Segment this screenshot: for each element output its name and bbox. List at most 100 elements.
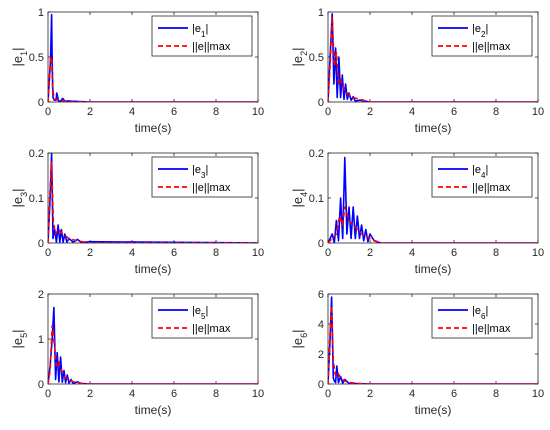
- series-line-error: [328, 13, 538, 102]
- y-tick-label: 0: [318, 379, 324, 391]
- x-tick-label: 8: [213, 106, 219, 118]
- chart-panel-4: 0 2 4 6 8 10 0 0.1 0.2 time(s) |e4| |e4| ||e||max: [290, 148, 544, 276]
- legend-box: [431, 297, 533, 339]
- legend-label: |e1|: [192, 23, 208, 39]
- x-tick-label: 6: [451, 388, 457, 400]
- x-tick-label: 4: [129, 247, 135, 259]
- legend-label: |e2|: [472, 23, 488, 39]
- series-line-error: [48, 13, 258, 102]
- y-tick-label: 0: [38, 97, 44, 109]
- x-tick-label: 8: [213, 247, 219, 259]
- y-tick-label: 0.2: [29, 148, 44, 160]
- x-axis-label: time(s): [135, 262, 172, 276]
- y-axis-label: |e5|: [10, 329, 29, 348]
- x-tick-label: 6: [171, 106, 177, 118]
- legend-label: |e3|: [192, 164, 208, 180]
- y-tick-label: 1: [38, 334, 44, 346]
- x-tick-label: 4: [129, 106, 135, 118]
- y-axis-label: |e1|: [10, 47, 29, 66]
- y-tick-label: 0: [318, 238, 324, 250]
- x-tick-label: 6: [451, 247, 457, 259]
- series-line-max: [48, 56, 258, 102]
- x-tick-label: 4: [129, 388, 135, 400]
- x-tick-label: 4: [409, 388, 415, 400]
- x-tick-label: 0: [45, 247, 51, 259]
- x-axis-label: time(s): [415, 121, 452, 135]
- y-axis-label: |e3|: [10, 188, 29, 207]
- x-tick-label: 10: [252, 388, 264, 400]
- y-axis-label: |e2|: [290, 47, 309, 66]
- y-tick-label: 0.5: [29, 52, 44, 64]
- legend-label: ||e||max: [192, 182, 231, 194]
- legend-box: [151, 156, 253, 198]
- legend-box: [431, 15, 533, 57]
- y-tick-label: 0: [318, 97, 324, 109]
- series-line-error: [48, 306, 258, 384]
- legend-label: ||e||max: [472, 323, 511, 335]
- y-axis-label: |e6|: [290, 329, 309, 348]
- x-tick-label: 0: [325, 106, 331, 118]
- series-line-max: [48, 161, 258, 243]
- x-tick-label: 0: [45, 106, 51, 118]
- x-tick-label: 2: [87, 247, 93, 259]
- legend-label: ||e||max: [472, 41, 511, 53]
- series-line-max: [48, 324, 258, 384]
- x-tick-label: 10: [252, 106, 264, 118]
- x-tick-label: 0: [325, 388, 331, 400]
- series-line-error: [48, 153, 258, 243]
- x-tick-label: 6: [171, 247, 177, 259]
- x-axis-label: time(s): [415, 262, 452, 276]
- legend-box: [151, 15, 253, 57]
- chart-panel-1: 0 2 4 6 8 10 0 0.5 1 time(s) |e1| |e1| ||e||max: [10, 7, 264, 135]
- x-tick-label: 10: [532, 388, 544, 400]
- y-tick-label: 2: [38, 289, 44, 301]
- x-tick-label: 6: [451, 106, 457, 118]
- x-axis-label: time(s): [135, 121, 172, 135]
- legend-box: [151, 297, 253, 339]
- y-tick-label: 2: [318, 349, 324, 361]
- x-tick-label: 2: [87, 388, 93, 400]
- y-axis-label: |e4|: [290, 188, 309, 207]
- x-tick-label: 8: [493, 388, 499, 400]
- legend-label: |e5|: [192, 305, 208, 321]
- x-tick-label: 0: [45, 388, 51, 400]
- y-tick-label: 0: [38, 238, 44, 250]
- x-tick-label: 8: [213, 388, 219, 400]
- x-tick-label: 2: [367, 247, 373, 259]
- y-tick-label: 6: [318, 289, 324, 301]
- x-axis-label: time(s): [135, 403, 172, 417]
- x-tick-label: 0: [325, 247, 331, 259]
- chart-panel-3: 0 2 4 6 8 10 0 0.1 0.2 time(s) |e3| |e3| ||e||max: [10, 148, 264, 276]
- x-tick-label: 8: [493, 106, 499, 118]
- x-tick-label: 4: [409, 106, 415, 118]
- y-tick-label: 0.5: [309, 52, 324, 64]
- x-tick-label: 10: [532, 247, 544, 259]
- y-tick-label: 4: [318, 319, 324, 331]
- legend-label: ||e||max: [472, 182, 511, 194]
- y-tick-label: 1: [38, 7, 44, 19]
- chart-panel-6: 0 2 4 6 8 10 0 2 4 6 time(s) |e6| |e6| ||e||max: [290, 289, 544, 417]
- y-tick-label: 0.2: [309, 148, 324, 160]
- x-tick-label: 2: [87, 106, 93, 118]
- y-tick-label: 1: [318, 7, 324, 19]
- series-line-max: [328, 305, 538, 384]
- x-tick-label: 2: [367, 106, 373, 118]
- legend-label: |e4|: [472, 164, 488, 180]
- x-tick-label: 2: [367, 388, 373, 400]
- series-line-error: [328, 156, 538, 243]
- x-tick-label: 6: [171, 388, 177, 400]
- series-line-max: [328, 15, 538, 102]
- chart-panel-5: 0 2 4 6 8 10 0 1 2 time(s) |e5| |e5| ||e||max: [10, 289, 264, 417]
- x-tick-label: 8: [493, 247, 499, 259]
- legend-label: |e6|: [472, 305, 488, 321]
- legend-label: ||e||max: [192, 323, 231, 335]
- y-tick-label: 0: [38, 379, 44, 391]
- chart-panel-2: 0 2 4 6 8 10 0 0.5 1 time(s) |e2| |e2| ||e||max: [290, 7, 544, 135]
- y-tick-label: 0.1: [29, 193, 44, 205]
- legend-box: [431, 156, 533, 198]
- x-tick-label: 10: [532, 106, 544, 118]
- x-tick-label: 10: [252, 247, 264, 259]
- y-tick-label: 0.1: [309, 193, 324, 205]
- series-line-max: [328, 206, 538, 243]
